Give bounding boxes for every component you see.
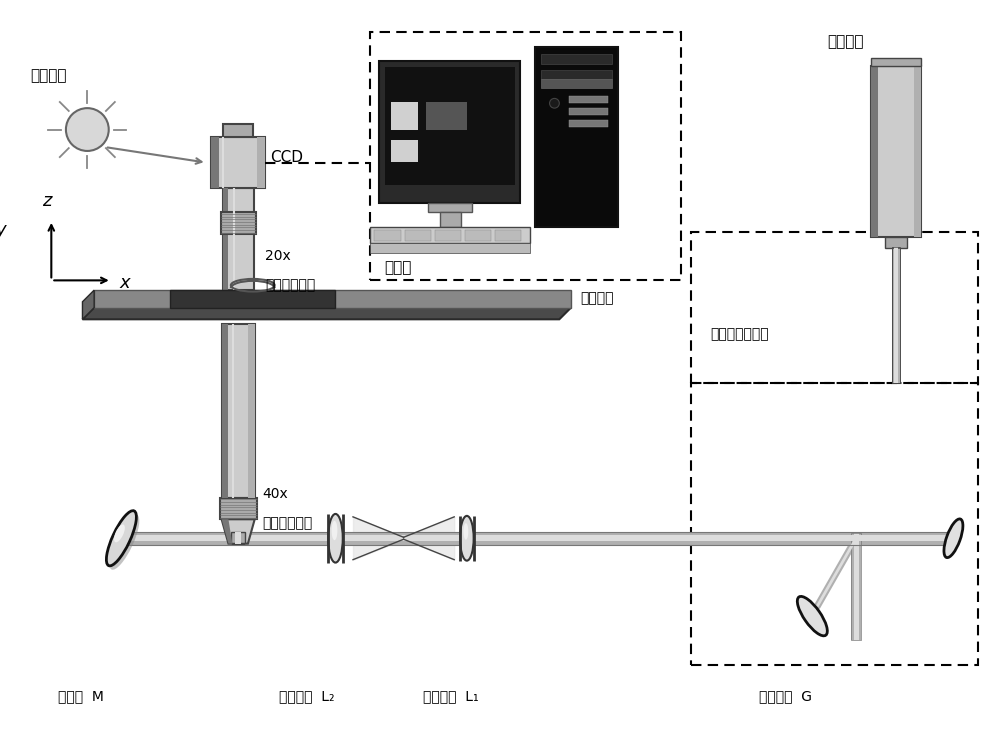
- Ellipse shape: [460, 516, 474, 561]
- Bar: [541, 70, 612, 79]
- Circle shape: [66, 108, 109, 151]
- Bar: [892, 248, 900, 383]
- Bar: [379, 62, 520, 202]
- Text: 反射镜  M: 反射镜 M: [58, 689, 104, 703]
- Bar: [440, 213, 461, 226]
- Bar: [851, 533, 861, 641]
- Text: 40x: 40x: [262, 487, 288, 501]
- Bar: [541, 79, 612, 88]
- Bar: [126, 532, 958, 545]
- Text: 照明光源: 照明光源: [30, 68, 66, 84]
- Text: 20x: 20x: [265, 249, 291, 263]
- Polygon shape: [94, 290, 571, 308]
- Bar: [892, 247, 900, 383]
- Bar: [871, 59, 921, 66]
- Bar: [232, 538, 244, 544]
- Bar: [248, 324, 255, 498]
- Text: 第二透镜  L₂: 第二透镜 L₂: [279, 689, 335, 703]
- Bar: [370, 226, 530, 243]
- Text: y: y: [0, 221, 6, 239]
- Bar: [374, 229, 401, 241]
- Bar: [428, 202, 472, 213]
- Bar: [856, 533, 958, 544]
- Bar: [385, 67, 515, 185]
- Bar: [541, 54, 612, 65]
- Polygon shape: [222, 519, 255, 544]
- Bar: [223, 188, 254, 290]
- Bar: [914, 66, 921, 237]
- Bar: [691, 383, 978, 665]
- Bar: [851, 533, 861, 641]
- Bar: [426, 103, 467, 130]
- Bar: [405, 229, 431, 241]
- Text: CCD: CCD: [270, 150, 303, 165]
- Ellipse shape: [797, 597, 827, 636]
- Bar: [391, 140, 418, 162]
- Text: 压电平台: 压电平台: [581, 291, 614, 305]
- Bar: [370, 32, 681, 281]
- Ellipse shape: [947, 523, 960, 553]
- Bar: [894, 248, 898, 383]
- Bar: [235, 538, 241, 544]
- Polygon shape: [222, 519, 232, 544]
- Bar: [223, 188, 228, 290]
- Ellipse shape: [944, 519, 963, 558]
- Bar: [569, 119, 608, 127]
- Text: 飞秒激光: 飞秒激光: [827, 34, 863, 49]
- Bar: [221, 213, 256, 234]
- Bar: [222, 324, 228, 498]
- Text: z: z: [42, 192, 51, 210]
- Text: 成像显微物镜: 成像显微物镜: [265, 279, 316, 292]
- Ellipse shape: [463, 523, 468, 539]
- Bar: [894, 247, 898, 383]
- Bar: [211, 137, 265, 188]
- Bar: [871, 66, 921, 237]
- Bar: [391, 103, 418, 130]
- Bar: [231, 532, 245, 542]
- Bar: [220, 498, 257, 519]
- Bar: [569, 108, 608, 115]
- Bar: [222, 324, 255, 498]
- Bar: [170, 290, 335, 308]
- Text: 计算机: 计算机: [384, 260, 412, 275]
- Bar: [435, 229, 461, 241]
- Ellipse shape: [106, 511, 136, 566]
- Bar: [871, 66, 878, 237]
- Ellipse shape: [114, 524, 125, 542]
- Bar: [691, 232, 978, 383]
- Bar: [535, 47, 618, 226]
- Text: 第一透镜  L₁: 第一透镜 L₁: [423, 689, 479, 703]
- Ellipse shape: [109, 515, 139, 570]
- Bar: [495, 229, 521, 241]
- Bar: [257, 137, 265, 188]
- Bar: [569, 97, 608, 103]
- Ellipse shape: [550, 98, 559, 108]
- Bar: [370, 243, 530, 253]
- Bar: [223, 124, 253, 137]
- Ellipse shape: [802, 602, 823, 630]
- Bar: [856, 536, 958, 541]
- Text: 扫描振镜  G: 扫描振镜 G: [759, 689, 812, 703]
- Text: x: x: [119, 274, 130, 292]
- Bar: [235, 532, 241, 542]
- Polygon shape: [82, 290, 94, 320]
- Text: 油浸加工物镜: 油浸加工物镜: [262, 516, 313, 530]
- Text: 扩束和滤光系统: 扩束和滤光系统: [710, 327, 769, 341]
- Bar: [854, 533, 859, 641]
- Ellipse shape: [332, 520, 337, 540]
- Bar: [465, 229, 491, 241]
- Bar: [211, 137, 219, 188]
- Bar: [126, 535, 958, 542]
- Polygon shape: [82, 308, 571, 320]
- Ellipse shape: [328, 514, 343, 563]
- Bar: [892, 247, 900, 383]
- Bar: [885, 237, 907, 248]
